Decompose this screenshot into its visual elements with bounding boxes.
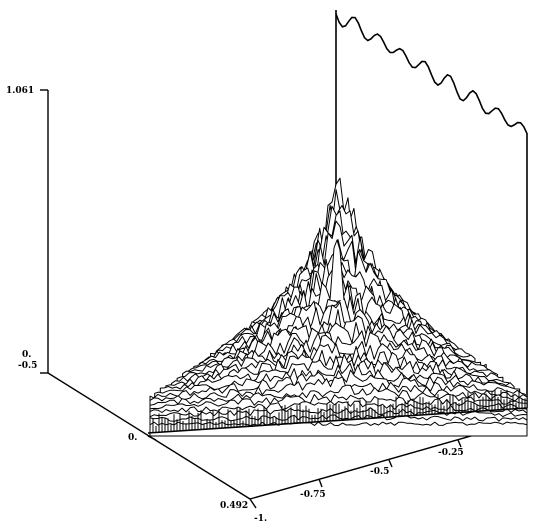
surface-front-comb (149, 389, 526, 433)
x-tick-neg025: -0.25 (438, 448, 464, 458)
x-tick-neg075: -0.75 (300, 490, 326, 500)
z-tick-zero: 0. (22, 350, 31, 360)
surface-peak-spike (329, 239, 345, 301)
back-profile-curve (335, 13, 528, 140)
y-tick-mid: 0. (128, 433, 137, 443)
y-tick-left: -0.5 (18, 361, 37, 371)
z-tick-top: 1.061 (6, 86, 34, 96)
axis-ticks (40, 89, 462, 509)
surface-base-edge (147, 407, 528, 434)
y-tick-end: 0.492 (220, 501, 248, 511)
surface-ridge (149, 421, 528, 437)
surface-mesh (147, 177, 528, 437)
x-tick-neg05: -0.5 (370, 467, 389, 477)
x-tick-neg1: -1. (254, 514, 267, 524)
